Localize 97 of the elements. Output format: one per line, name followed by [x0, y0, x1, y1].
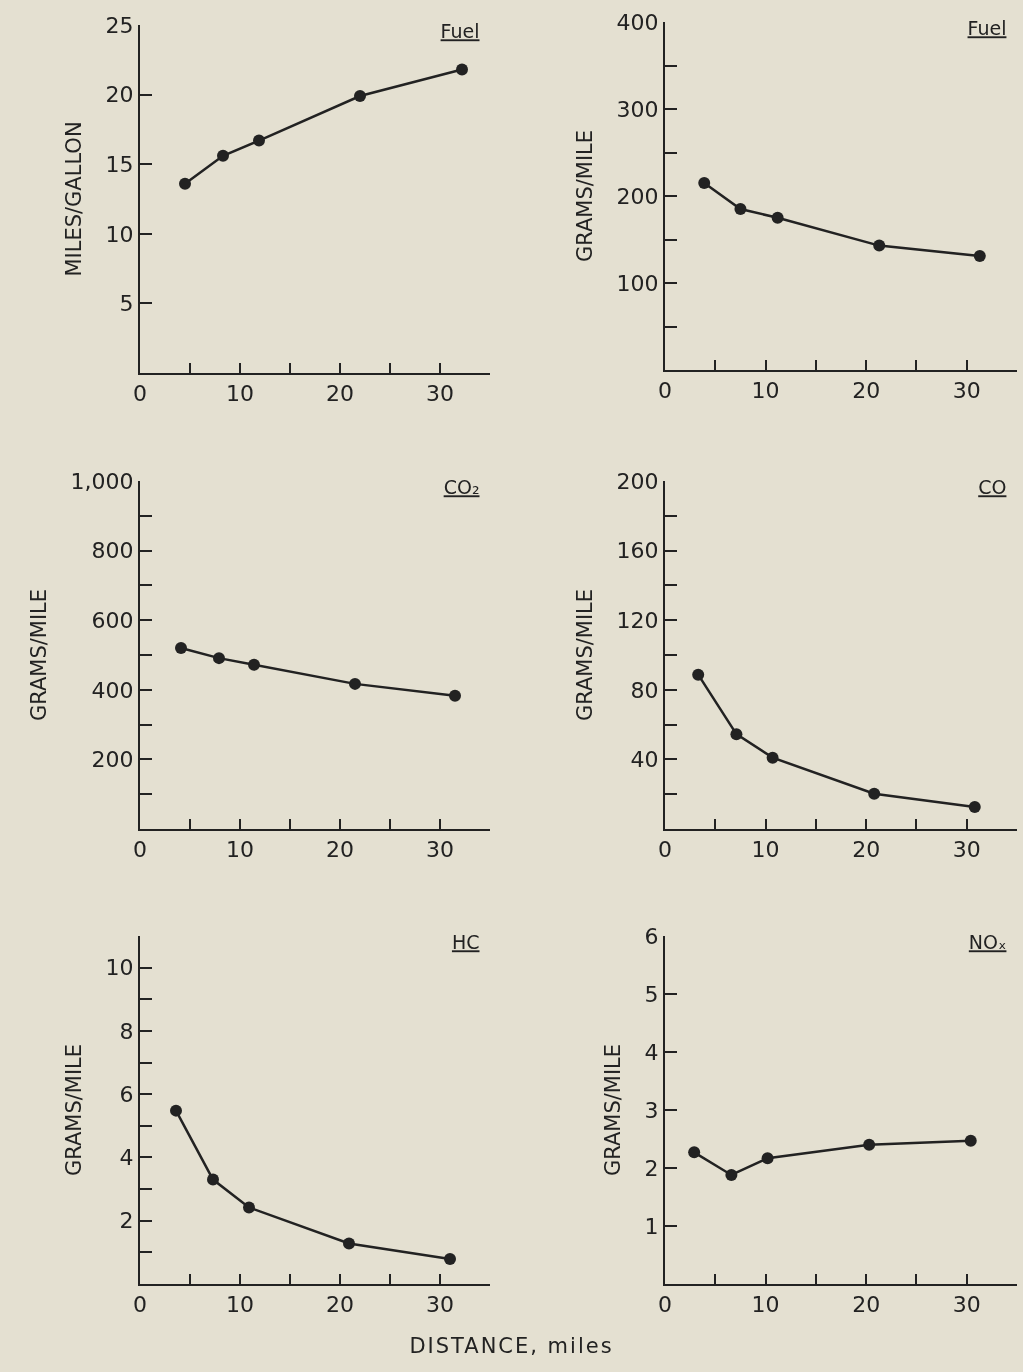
point: [248, 658, 260, 671]
point: [170, 1104, 182, 1117]
x-tick-label: 20: [852, 1292, 881, 1318]
y-tick-label: 160: [616, 538, 659, 564]
x-tick-label: 30: [952, 1292, 981, 1318]
y-tick-label: 200: [91, 747, 134, 773]
x-tick-label: 0: [133, 1292, 147, 1318]
chart-title: HC: [451, 931, 480, 954]
point: [688, 1146, 701, 1159]
y-tick-label: 2: [119, 1208, 134, 1234]
chart-title: Fuel: [967, 17, 1007, 40]
point: [253, 134, 265, 147]
x-tick-label: 0: [133, 837, 147, 863]
point: [730, 728, 743, 741]
x-tick-label: 30: [426, 837, 454, 863]
x-tick-label: 0: [658, 378, 672, 404]
x-tick-label: 20: [326, 381, 354, 407]
point: [771, 211, 784, 224]
point: [456, 63, 468, 76]
x-tick-label: 20: [852, 378, 881, 404]
y-tick-label: 8: [119, 1018, 134, 1044]
x-tick-label: 10: [751, 378, 780, 404]
point: [449, 689, 461, 702]
y-tick-label: 20: [105, 82, 134, 108]
point: [343, 1237, 355, 1250]
y-tick-label: 15: [105, 151, 134, 177]
point: [868, 787, 881, 800]
point: [207, 1173, 219, 1186]
x-tick-label: 20: [326, 1292, 354, 1318]
y-axis-title: GRAMS/MILE: [62, 1043, 87, 1177]
y-axis-title: GRAMS/MILE: [573, 588, 598, 722]
point: [873, 239, 886, 252]
y-tick-label: 4: [119, 1145, 134, 1171]
x-tick-label: 30: [952, 378, 981, 404]
y-tick-label: 400: [91, 677, 134, 703]
y-tick-label: 200: [616, 183, 659, 209]
y-tick-label: 10: [105, 955, 134, 981]
x-tick-label: 30: [426, 381, 454, 407]
y-tick-label: 100: [616, 270, 659, 296]
point: [243, 1201, 255, 1214]
y-tick-label: 10: [105, 221, 134, 247]
y-tick-label: 6: [119, 1081, 134, 1107]
x-tick-label: 0: [658, 837, 672, 863]
y-tick-label: 1: [644, 1213, 659, 1239]
point: [217, 149, 229, 162]
point: [179, 177, 191, 190]
chart-title: NOₓ: [968, 931, 1007, 954]
y-axis-title: GRAMS/MILE: [573, 129, 598, 263]
point: [349, 677, 361, 690]
point: [175, 642, 187, 655]
x-tick-label: 10: [751, 837, 780, 863]
y-tick-label: 120: [616, 607, 659, 633]
y-axis-title: GRAMS/MILE: [27, 588, 52, 722]
x-tick-label: 30: [426, 1292, 454, 1318]
point: [698, 176, 711, 189]
y-tick-label: 40: [630, 747, 659, 773]
x-tick-label: 10: [226, 381, 254, 407]
point: [692, 668, 705, 681]
x-tick-label: 10: [751, 1292, 780, 1318]
y-tick-label: 300: [616, 96, 659, 122]
chart-title: CO: [978, 476, 1007, 499]
x-tick-label: 0: [133, 381, 147, 407]
point: [734, 203, 747, 216]
y-tick-label: 5: [119, 291, 134, 317]
x-tick-label: 10: [226, 837, 254, 863]
y-tick-label: 200: [616, 468, 659, 494]
x-tick-label: 30: [952, 837, 981, 863]
y-tick-label: 80: [630, 677, 659, 703]
y-tick-label: 800: [91, 538, 134, 564]
point: [964, 1134, 977, 1147]
point: [973, 250, 986, 263]
x-tick-label: 20: [326, 837, 354, 863]
point: [968, 800, 981, 813]
y-axis-title: MILES/GALLON: [62, 121, 87, 277]
point: [444, 1253, 456, 1265]
point: [213, 652, 225, 665]
y-tick-label: 3: [644, 1097, 659, 1123]
point: [863, 1138, 876, 1151]
chart-title: CO₂: [443, 476, 480, 499]
y-tick-label: 25: [105, 12, 134, 38]
y-tick-label: 6: [644, 923, 659, 949]
y-tick-label: 4: [644, 1039, 659, 1065]
y-tick-label: 1,000: [70, 468, 134, 494]
y-axis-title: GRAMS/MILE: [601, 1043, 626, 1177]
y-tick-label: 400: [616, 9, 659, 35]
x-axis-title: DISTANCE, miles: [408, 1334, 615, 1358]
point: [766, 751, 779, 764]
y-tick-label: 2: [644, 1155, 659, 1181]
point: [354, 89, 366, 102]
y-tick-label: 5: [644, 981, 659, 1007]
x-tick-label: 0: [658, 1292, 672, 1318]
point: [761, 1152, 774, 1165]
y-tick-label: 600: [91, 607, 134, 633]
chart-title: Fuel: [440, 20, 480, 43]
x-tick-label: 10: [226, 1292, 254, 1318]
x-tick-label: 20: [852, 837, 881, 863]
point: [725, 1168, 738, 1181]
